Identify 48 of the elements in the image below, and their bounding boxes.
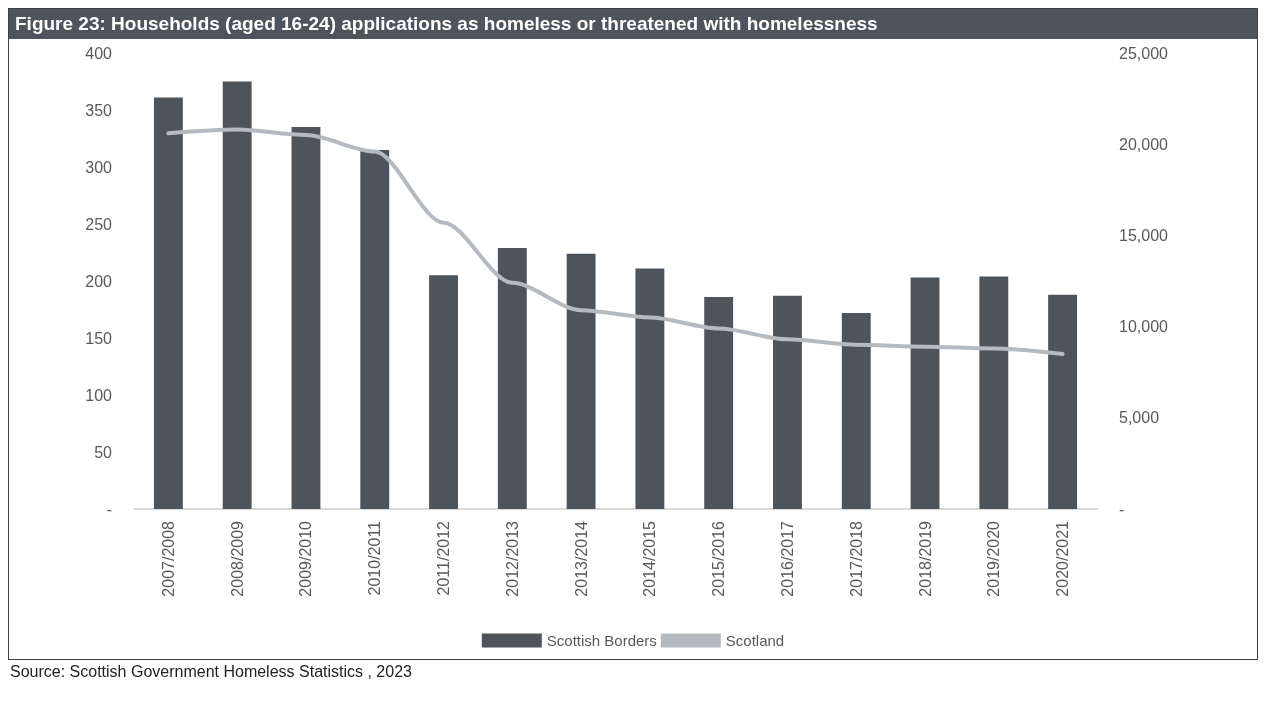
y-tick-label: 300	[85, 158, 113, 176]
bar	[910, 277, 940, 509]
bar	[429, 275, 458, 509]
source-note: Source: Scottish Government Homeless Statistics , 2023	[9, 662, 413, 682]
x-tick-label: 2009/2010	[297, 520, 315, 597]
legend-label: Scotland	[725, 632, 785, 649]
bar	[773, 295, 802, 509]
x-tick-label: 2015/2016	[710, 520, 728, 597]
x-tick-label: 2010/2011	[366, 520, 384, 596]
x-tick-label: 2019/2020	[985, 520, 1003, 597]
bar	[1048, 294, 1078, 509]
y-tick-label: 400	[85, 44, 113, 62]
x-tick-label: 2020/2021	[1054, 520, 1072, 597]
y-tick-label: -	[106, 500, 112, 518]
bar	[153, 97, 183, 509]
y2-tick-label: 15,000	[1119, 226, 1169, 244]
y2-tick-label: 25,000	[1119, 44, 1169, 62]
bar	[704, 296, 734, 509]
x-tick-label: 2011/2012	[435, 520, 453, 596]
y-tick-label: 100	[85, 386, 113, 404]
x-tick-label: 2013/2014	[572, 520, 590, 597]
line-series	[166, 127, 1065, 356]
x-tick-label: 2016/2017	[778, 520, 796, 597]
bar	[979, 276, 1009, 509]
x-tick-label: 2014/2015	[641, 520, 659, 597]
legend-label: Scottish Borders	[546, 632, 657, 649]
y2-tick-label: -	[1119, 500, 1125, 518]
y2-tick-label: 20,000	[1119, 135, 1169, 153]
y-tick-label: 350	[85, 101, 113, 119]
x-tick-label: 2008/2009	[228, 520, 246, 597]
x-tick-label: 2018/2019	[916, 520, 934, 597]
chart-title: Figure 23: Households (aged 16-24) applications as homeless or threatened with homelessness	[9, 9, 1257, 39]
x-tick-label: 2017/2018	[847, 520, 865, 597]
bar	[841, 312, 871, 509]
y-tick-label: 50	[94, 443, 113, 461]
bar	[497, 247, 527, 509]
bar	[291, 127, 321, 509]
bar	[222, 81, 252, 509]
bar	[360, 149, 390, 509]
y-tick-label: 200	[85, 272, 113, 290]
x-tick-label: 2012/2013	[503, 520, 521, 597]
bar	[566, 253, 596, 509]
y2-tick-label: 10,000	[1119, 318, 1169, 336]
y-tick-label: 250	[85, 215, 113, 233]
y2-tick-label: 5,000	[1119, 409, 1160, 427]
y-tick-label: 150	[85, 329, 113, 347]
x-tick-label: 2007/2008	[159, 520, 177, 597]
bar	[635, 268, 665, 509]
